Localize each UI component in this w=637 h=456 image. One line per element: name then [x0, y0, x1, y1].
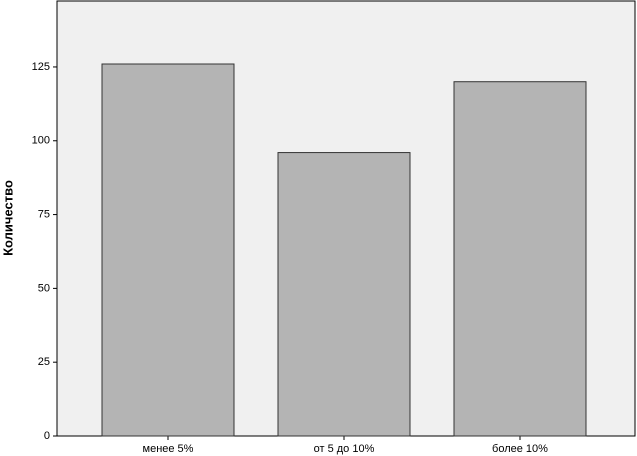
x-tick-label: более 10%	[492, 443, 548, 455]
bar	[453, 81, 587, 437]
y-axis-label: Количество	[0, 180, 15, 256]
y-tick-label: 50	[38, 282, 50, 294]
y-tick-label: 100	[32, 135, 50, 147]
bar	[101, 63, 235, 437]
x-tick-label: от 5 до 10%	[314, 443, 375, 455]
y-tick-label: 0	[44, 430, 50, 442]
y-tick-label: 75	[38, 208, 50, 220]
bar	[277, 152, 411, 437]
y-tick-label: 25	[38, 356, 50, 368]
y-tick-label: 125	[32, 61, 50, 73]
x-tick-label: менее 5%	[143, 443, 194, 455]
